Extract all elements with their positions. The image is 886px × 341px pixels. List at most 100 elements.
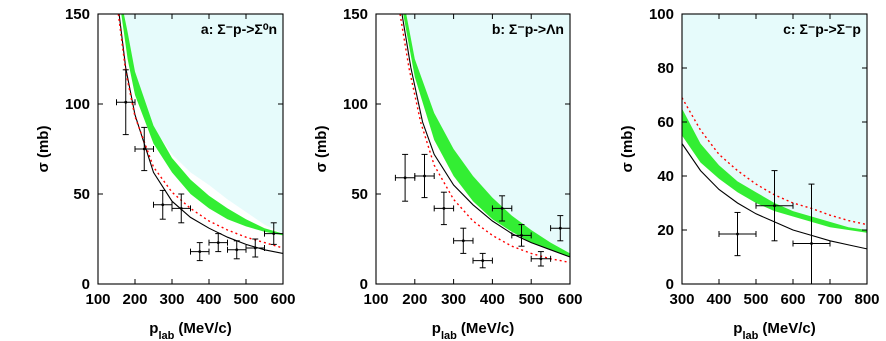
x-tick-label: 800: [854, 291, 879, 308]
point-marker: [124, 100, 128, 104]
y-tick-label: 40: [657, 168, 674, 185]
data-point: [171, 193, 191, 224]
data-point: [453, 227, 474, 254]
data-point: [394, 153, 416, 202]
panel-b: 100 200 300 400 500 600 0 50 100 150 plab (MeV/c) σ …: [313, 6, 583, 341]
y-tick-label: 0: [666, 276, 674, 293]
point-marker: [142, 147, 146, 151]
y-tick-label: 100: [65, 96, 90, 113]
point-marker: [461, 239, 465, 243]
data-point: [433, 191, 455, 226]
point-marker: [520, 234, 523, 237]
data-point: [414, 153, 435, 199]
point-marker: [216, 241, 220, 245]
y-tick-label: 80: [657, 60, 674, 77]
point-marker: [179, 207, 183, 210]
x-tick-label: 600: [557, 291, 582, 308]
x-axis-title-symbol: p: [432, 320, 441, 337]
x-axis-title-subscript: lab: [742, 330, 758, 341]
point-marker: [403, 176, 407, 180]
data-point: [530, 251, 552, 267]
point-marker: [539, 257, 543, 261]
y-axis-title: σ (mb): [313, 126, 330, 173]
x-axis-title-unit: (MeV/c): [178, 320, 231, 337]
y-tick-label: 50: [73, 186, 90, 203]
x-tick-label: 100: [363, 291, 388, 308]
x-axis-title-subscript: lab: [158, 330, 174, 341]
y-tick-label: 50: [351, 186, 368, 203]
data-point: [491, 195, 513, 222]
panel-label: b: Σ⁻p->Λn: [492, 21, 564, 37]
y-axis-title: σ (mb): [35, 126, 52, 173]
x-tick-label: 300: [159, 291, 184, 308]
point-marker: [481, 259, 485, 262]
x-tick-label: 500: [233, 291, 258, 308]
point-marker: [558, 226, 562, 230]
x-axis-title-unit: (MeV/c): [762, 320, 815, 337]
panel-a: 100 200 300 400 500 600 0 50 100 150 plab (MeV/c) σ …: [35, 6, 296, 341]
y-tick-label: 150: [343, 6, 368, 23]
x-tick-label: 500: [519, 291, 544, 308]
axes-frame: [375, 13, 571, 285]
axes-frame: [681, 13, 868, 285]
y-tick-label: 60: [657, 114, 674, 131]
point-marker: [423, 174, 426, 178]
x-tick-label: 400: [196, 291, 221, 308]
plot-area: [394, 14, 570, 269]
data-point: [550, 215, 570, 242]
point-marker: [442, 207, 446, 210]
x-axis-title-unit: (MeV/c): [461, 320, 514, 337]
x-axis-title: plab (MeV/c): [733, 320, 815, 341]
x-axis-title: plab (MeV/c): [432, 320, 514, 341]
panel-c: 300 400 500 600 700 800 0 20 40 60 80 100 plab (MeV/c…: [619, 6, 880, 341]
y-tick-label: 100: [649, 6, 674, 23]
point-marker: [773, 204, 776, 208]
data-point: [116, 69, 136, 136]
x-axis-title-subscript: lab: [441, 330, 457, 341]
data-point: [511, 224, 532, 247]
point-marker: [736, 232, 739, 236]
uncertainty-band: [403, 14, 570, 257]
point-marker: [500, 207, 504, 210]
y-tick-label: 150: [65, 6, 90, 23]
shaded-region: [682, 14, 867, 230]
data-point: [718, 211, 757, 257]
point-marker: [235, 248, 239, 252]
panel-label: a: Σ⁻p->Σ⁰n: [201, 21, 277, 37]
shaded-region: [406, 14, 570, 254]
x-tick-label: 200: [402, 291, 427, 308]
x-tick-label: 100: [85, 291, 110, 308]
data-point: [472, 252, 493, 269]
axes-frame: [97, 13, 284, 285]
x-tick-label: 300: [669, 291, 694, 308]
point-marker: [810, 242, 813, 245]
plot-area: [116, 14, 283, 262]
data-point: [755, 170, 794, 242]
x-tick-label: 200: [122, 291, 147, 308]
data-point: [208, 233, 228, 253]
y-tick-label: 0: [360, 276, 368, 293]
data-point: [190, 242, 210, 262]
solid-curve: [401, 14, 570, 258]
point-marker: [272, 232, 276, 236]
y-tick-label: 100: [343, 96, 368, 113]
plot-area: [682, 14, 867, 284]
uncertainty-band: [121, 14, 283, 236]
point-marker: [198, 250, 202, 254]
shaded-region: [120, 14, 283, 234]
x-axis-title: plab (MeV/c): [149, 320, 231, 341]
x-tick-label: 400: [480, 291, 505, 308]
y-tick-label: 0: [82, 276, 90, 293]
y-axis-title: σ (mb): [619, 126, 636, 173]
x-tick-label: 300: [441, 291, 466, 308]
x-tick-label: 600: [270, 291, 295, 308]
data-point: [153, 189, 173, 220]
point-marker: [161, 203, 165, 207]
point-marker: [253, 246, 257, 250]
dotted-curve: [399, 14, 570, 264]
data-point: [245, 238, 265, 258]
y-tick-label: 20: [657, 222, 674, 239]
data-point: [134, 126, 154, 172]
data-point: [792, 183, 831, 284]
